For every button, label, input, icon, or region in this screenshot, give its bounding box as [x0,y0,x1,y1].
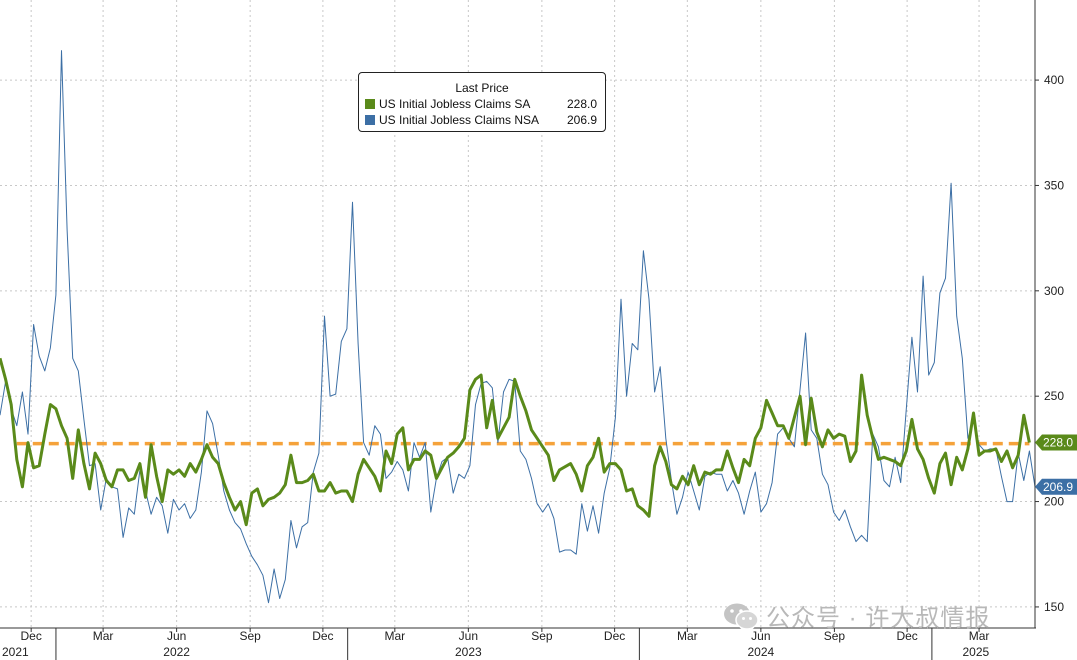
x-tick-label-dec-0: Dec [20,629,41,643]
wechat-icon [724,603,759,630]
series-line-sa [0,357,1031,527]
watermark: 公众号 · 许大叔情报 [722,598,990,633]
year-label-2022: 2022 [163,645,190,659]
x-tick-label-mar-13: Mar [969,629,990,643]
x-tick-label-jun-6: Jun [459,629,478,643]
legend-entry-nsa: US Initial Jobless Claims NSA 206.9 [359,112,605,128]
legend-label-nsa: US Initial Jobless Claims NSA [379,113,540,127]
y-tick-label-200: 200 [1044,495,1064,509]
y-tick-label-400: 400 [1044,73,1064,87]
legend-value-sa: 228.0 [566,97,597,111]
legend-value-nsa: 206.9 [566,113,597,127]
year-label-2025: 2025 [963,645,990,659]
last-value-tag-nsa [1035,478,1077,495]
legend-swatch-sa [365,99,375,109]
chart-legend: Last Price US Initial Jobless Claims SA … [358,72,606,132]
last-value-tag-sa [1035,434,1077,451]
x-tick-label-jun-10: Jun [751,629,770,643]
x-tick-label-mar-1: Mar [93,629,114,643]
series-line-nsa [0,50,1036,604]
year-label-2024: 2024 [748,645,775,659]
x-tick-label-dec-8: Dec [604,629,625,643]
watermark-text: 公众号 · 许大叔情报 [766,605,991,632]
last-value-labels: 228.0 206.9 [1035,434,1077,495]
x-tick-label-dec-12: Dec [896,629,917,643]
y-tick-label-150: 150 [1044,600,1064,614]
last-value-label-nsa: 206.9 [1043,480,1073,494]
legend-title: Last Price [455,81,509,95]
legend-label-sa: US Initial Jobless Claims SA [379,97,531,111]
year-label-2023: 2023 [455,645,482,659]
series-layer [0,50,1036,604]
x-tick-label-sep-11: Sep [824,629,846,643]
x-tick-label-mar-5: Mar [384,629,405,643]
y-tick-label-250: 250 [1044,389,1064,403]
last-value-label-sa: 228.0 [1043,436,1073,450]
x-tick-label-sep-3: Sep [239,629,261,643]
year-label-2021: 2021 [2,645,29,659]
y-tick-label-350: 350 [1044,178,1064,192]
legend-entry-sa: US Initial Jobless Claims SA 228.0 [359,96,605,112]
x-tick-label-dec-4: Dec [312,629,333,643]
x-tick-label-mar-9: Mar [677,629,698,643]
legend-swatch-nsa [365,115,375,125]
x-tick-label-sep-7: Sep [531,629,553,643]
x-tick-label-jun-2: Jun [167,629,186,643]
y-tick-label-300: 300 [1044,284,1064,298]
